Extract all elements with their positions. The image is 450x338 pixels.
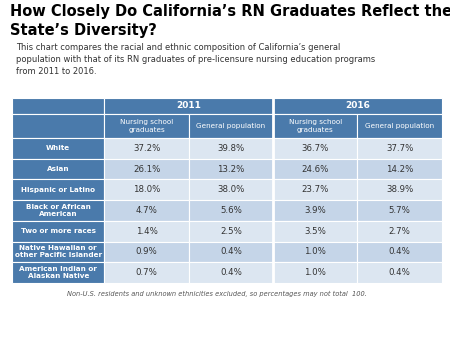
- Text: General population: General population: [365, 123, 434, 129]
- Text: 18.0%: 18.0%: [133, 185, 160, 194]
- Text: White: White: [46, 145, 70, 151]
- Bar: [12, 159, 104, 179]
- Bar: [12, 98, 104, 114]
- Bar: [189, 138, 273, 159]
- Bar: [104, 98, 273, 114]
- Bar: [104, 179, 189, 200]
- Text: 1.0%: 1.0%: [304, 247, 326, 257]
- Bar: [357, 179, 442, 200]
- Bar: [12, 221, 104, 242]
- Text: How Closely Do California’s RN Graduates Reflect the
State’s Diversity?: How Closely Do California’s RN Graduates…: [10, 4, 450, 38]
- Text: 38.9%: 38.9%: [386, 185, 413, 194]
- Text: 26.1%: 26.1%: [133, 165, 160, 174]
- Bar: [12, 179, 104, 200]
- Text: 23.7%: 23.7%: [302, 185, 329, 194]
- Text: 3.9%: 3.9%: [304, 206, 326, 215]
- Bar: [12, 242, 104, 262]
- Text: Nursing school
graduates: Nursing school graduates: [120, 119, 173, 132]
- Bar: [357, 200, 442, 221]
- Text: American Indian or
Alaskan Native: American Indian or Alaskan Native: [19, 266, 97, 279]
- Text: 5.6%: 5.6%: [220, 206, 242, 215]
- Text: 4.7%: 4.7%: [135, 206, 157, 215]
- Text: 1.0%: 1.0%: [304, 268, 326, 277]
- Bar: [104, 138, 189, 159]
- Text: 38.0%: 38.0%: [217, 185, 244, 194]
- Bar: [12, 138, 104, 159]
- Text: 0.9%: 0.9%: [136, 247, 158, 257]
- Text: 0.4%: 0.4%: [220, 268, 242, 277]
- Bar: [357, 221, 442, 242]
- Text: 14.2%: 14.2%: [386, 165, 414, 174]
- Text: 13.2%: 13.2%: [217, 165, 244, 174]
- Bar: [273, 179, 357, 200]
- Bar: [104, 262, 189, 283]
- Text: 2016: 2016: [345, 101, 370, 111]
- Bar: [189, 262, 273, 283]
- Text: Black or African
American: Black or African American: [26, 204, 90, 217]
- Bar: [273, 159, 357, 179]
- Text: Hispanic or Latino: Hispanic or Latino: [21, 187, 95, 193]
- Bar: [273, 200, 357, 221]
- Bar: [273, 262, 357, 283]
- Text: Asian: Asian: [47, 166, 70, 172]
- Bar: [189, 242, 273, 262]
- Bar: [357, 242, 442, 262]
- Text: 2011: 2011: [176, 101, 201, 111]
- Bar: [189, 159, 273, 179]
- Bar: [189, 200, 273, 221]
- Text: 39.8%: 39.8%: [217, 144, 244, 153]
- Bar: [104, 242, 189, 262]
- Bar: [12, 114, 104, 138]
- Text: 0.4%: 0.4%: [389, 268, 410, 277]
- Bar: [189, 114, 273, 138]
- Text: 3.5%: 3.5%: [304, 227, 326, 236]
- Text: 2.5%: 2.5%: [220, 227, 242, 236]
- Text: Two or more races: Two or more races: [21, 228, 96, 234]
- Bar: [273, 242, 357, 262]
- Bar: [273, 98, 442, 114]
- Text: 0.4%: 0.4%: [220, 247, 242, 257]
- Bar: [273, 138, 357, 159]
- Text: 1.4%: 1.4%: [135, 227, 157, 236]
- Bar: [357, 262, 442, 283]
- Text: This chart compares the racial and ethnic composition of California’s general
po: This chart compares the racial and ethni…: [16, 43, 375, 76]
- Text: 37.2%: 37.2%: [133, 144, 160, 153]
- Text: 24.6%: 24.6%: [302, 165, 329, 174]
- Bar: [104, 159, 189, 179]
- Text: 0.4%: 0.4%: [389, 247, 410, 257]
- Text: 2.7%: 2.7%: [389, 227, 410, 236]
- Text: General population: General population: [196, 123, 266, 129]
- Text: 37.7%: 37.7%: [386, 144, 414, 153]
- Text: 5.7%: 5.7%: [389, 206, 410, 215]
- Bar: [273, 114, 357, 138]
- Bar: [104, 114, 189, 138]
- Bar: [104, 200, 189, 221]
- Bar: [12, 262, 104, 283]
- Text: Native Hawaiian or
other Pacific Islander: Native Hawaiian or other Pacific Islande…: [15, 245, 102, 259]
- Bar: [357, 114, 442, 138]
- Bar: [357, 138, 442, 159]
- Text: Non-U.S. residents and unknown ethnicities excluded, so percentages may not tota: Non-U.S. residents and unknown ethniciti…: [67, 291, 367, 297]
- Text: Nursing school
graduates: Nursing school graduates: [288, 119, 342, 132]
- Bar: [273, 221, 357, 242]
- Bar: [189, 179, 273, 200]
- Bar: [12, 200, 104, 221]
- Bar: [357, 159, 442, 179]
- Bar: [104, 221, 189, 242]
- Text: 0.7%: 0.7%: [135, 268, 157, 277]
- Text: 36.7%: 36.7%: [302, 144, 329, 153]
- Bar: [189, 221, 273, 242]
